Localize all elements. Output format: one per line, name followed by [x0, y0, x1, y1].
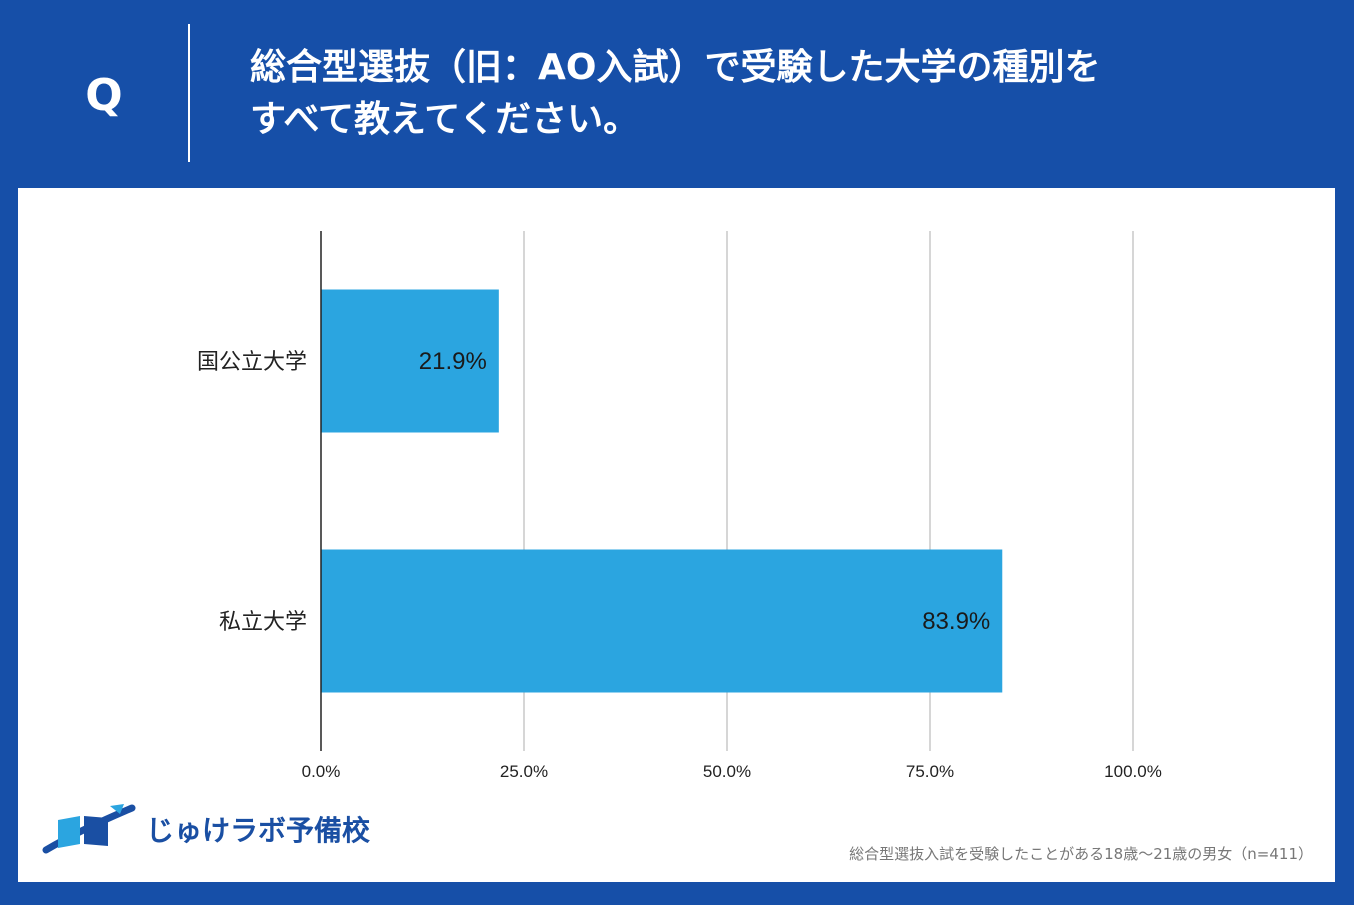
- x-tick-label: 25.0%: [500, 762, 548, 781]
- sample-footnote: 総合型選抜入試を受験したことがある18歳〜21歳の男女（n=411）: [849, 845, 1313, 863]
- x-tick-label: 75.0%: [906, 762, 954, 781]
- x-tick-label: 50.0%: [703, 762, 751, 781]
- bar-chart: 0.0% 25.0% 50.0% 75.0% 100.0% 21.9% 国公立大学 83.9%…: [197, 231, 1162, 781]
- header-divider: [188, 24, 190, 162]
- category-label: 国公立大学: [197, 350, 307, 375]
- x-tick-label: 0.0%: [302, 762, 341, 781]
- open-book-icon: [42, 804, 136, 854]
- x-tick-label: 100.0%: [1104, 762, 1162, 781]
- chart-panel: 0.0% 25.0% 50.0% 75.0% 100.0% 21.9% 国公立大学 83.9%…: [18, 188, 1335, 882]
- category-label: 私立大学: [219, 610, 307, 635]
- bar-value-label: 21.9%: [419, 348, 487, 375]
- bar-value-label: 83.9%: [922, 608, 990, 635]
- bar: [321, 289, 499, 433]
- question-text: 総合型選抜（旧：AO入試）で受験した大学の種別を すべて教えてください。: [250, 47, 1101, 140]
- bar: [321, 549, 1003, 693]
- question-mark-label: Q: [85, 70, 123, 121]
- brand-logo-text: じゅけラボ予備校: [146, 814, 371, 847]
- brand-logo[interactable]: じゅけラボ予備校: [40, 800, 380, 862]
- header-band: Q 総合型選抜（旧：AO入試）で受験した大学の種別を すべて教えてください。: [0, 0, 1354, 188]
